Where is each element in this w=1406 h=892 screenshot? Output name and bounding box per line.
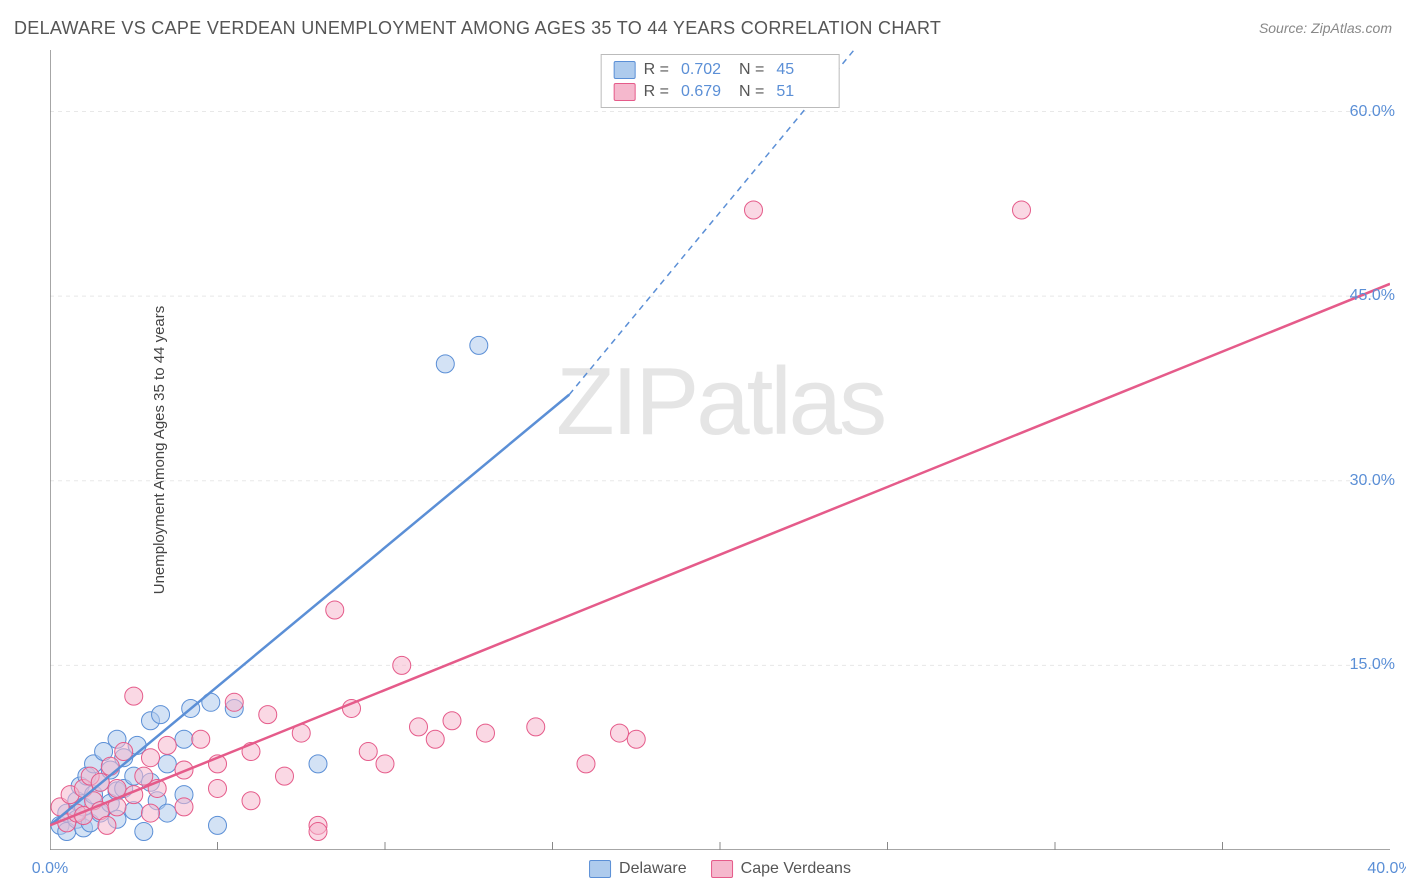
source-label: Source: ZipAtlas.com [1259,20,1392,36]
r-label: R = [644,83,669,101]
x-tick-label: 40.0% [1367,860,1406,878]
swatch-capeverdean [614,83,636,101]
chart-header: DELAWARE VS CAPE VERDEAN UNEMPLOYMENT AM… [14,18,1392,39]
y-tick-label: 15.0% [1350,656,1395,674]
chart-area: Unemployment Among Ages 35 to 44 years Z… [50,50,1390,850]
scatter-plot [50,50,1390,850]
swatch-delaware [614,61,636,79]
legend-label-delaware: Delaware [619,860,687,878]
legend-label-capeverdean: Cape Verdeans [741,860,851,878]
legend-row-capeverdean: R = 0.679 N = 51 [614,81,827,103]
y-tick-label: 60.0% [1350,103,1395,121]
r-value-capeverdean: 0.679 [681,83,731,101]
r-value-delaware: 0.702 [681,61,731,79]
legend-row-delaware: R = 0.702 N = 45 [614,59,827,81]
y-tick-label: 30.0% [1350,472,1395,490]
legend-item-capeverdean: Cape Verdeans [711,860,851,878]
correlation-legend: R = 0.702 N = 45 R = 0.679 N = 51 [601,54,840,108]
r-label: R = [644,61,669,79]
swatch-capeverdean [711,860,733,878]
n-label: N = [739,83,764,101]
chart-title: DELAWARE VS CAPE VERDEAN UNEMPLOYMENT AM… [14,18,1392,39]
y-tick-label: 45.0% [1350,287,1395,305]
n-value-capeverdean: 51 [776,83,826,101]
n-value-delaware: 45 [776,61,826,79]
series-legend: Delaware Cape Verdeans [589,860,851,878]
legend-item-delaware: Delaware [589,860,687,878]
n-label: N = [739,61,764,79]
swatch-delaware [589,860,611,878]
x-tick-label: 0.0% [32,860,68,878]
